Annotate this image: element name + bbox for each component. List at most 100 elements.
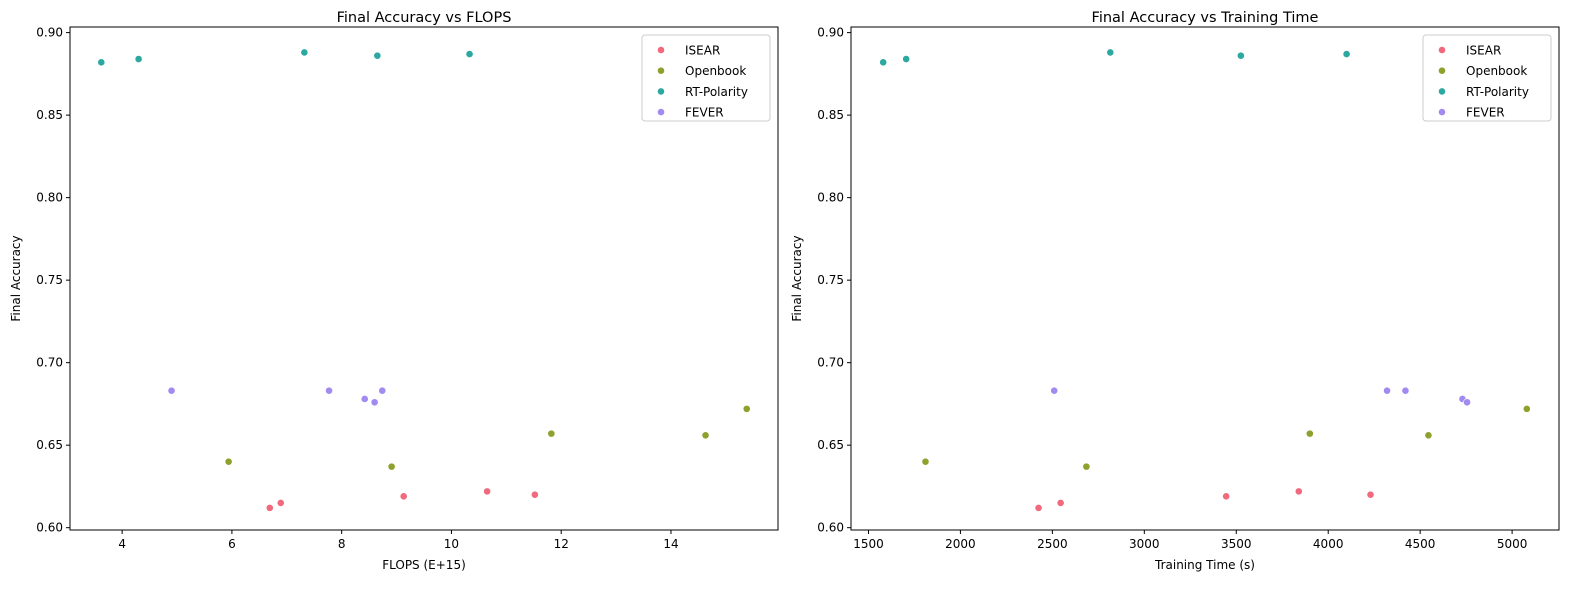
data-point	[1424, 431, 1433, 440]
legend-marker	[657, 87, 665, 96]
legend-marker	[657, 108, 665, 116]
y-tick-label: 0.70	[817, 356, 844, 370]
y-tick-label: 0.85	[36, 108, 63, 122]
data-point	[530, 490, 539, 499]
data-point	[1222, 492, 1231, 501]
data-point	[1236, 51, 1245, 60]
x-tick-label: 14	[663, 537, 678, 551]
data-point	[399, 492, 408, 501]
y-axis-label: Final Accuracy	[790, 235, 804, 321]
series-rt-polarity	[97, 48, 474, 67]
data-point	[1366, 490, 1375, 499]
legend-marker	[1438, 66, 1446, 75]
legend-marker	[657, 66, 665, 75]
chart-accuracy-vs-training-time: Final Accuracy vs Training Time Training…	[790, 10, 1560, 572]
y-tick-label: 0.75	[817, 273, 844, 287]
y-tick-label: 0.60	[36, 521, 63, 535]
data-point	[224, 457, 233, 466]
data-point	[483, 487, 492, 496]
data-point	[879, 58, 888, 67]
legend-marker	[657, 46, 665, 54]
x-axis-label: FLOPS (E+15)	[382, 558, 466, 572]
data-point	[373, 51, 382, 60]
y-tick-label: 0.65	[817, 438, 844, 452]
data-point	[387, 462, 396, 471]
plot-area-frame	[69, 26, 779, 531]
y-tick-label: 0.90	[817, 26, 844, 40]
data-point	[921, 457, 930, 466]
data-point	[97, 58, 106, 67]
data-point	[1050, 386, 1059, 395]
series-fever	[1050, 386, 1471, 407]
data-point	[1383, 386, 1391, 395]
legend-label: ISEAR	[685, 44, 720, 58]
data-point	[1342, 50, 1351, 58]
legend-marker	[1438, 46, 1446, 54]
series-fever	[167, 386, 387, 407]
chart-title: Final Accuracy vs Training Time	[1092, 10, 1319, 26]
legend-frame	[641, 34, 771, 122]
x-tick-label: 4500	[1405, 537, 1436, 551]
x-tick-label: 6	[228, 537, 236, 551]
y-tick-label: 0.65	[36, 438, 63, 452]
y-tick-label: 0.80	[36, 191, 63, 205]
x-tick-label: 2000	[945, 537, 976, 551]
legend-label: ISEAR	[1466, 44, 1501, 58]
data-point	[300, 48, 309, 57]
data-point	[1034, 503, 1043, 512]
x-tick-label: 3500	[1221, 537, 1252, 551]
data-point	[1401, 386, 1410, 395]
data-point	[1522, 404, 1531, 413]
y-axis-label: Final Accuracy	[9, 235, 23, 321]
y-tick-label: 0.60	[817, 521, 844, 535]
legend-label: FEVER	[1466, 106, 1505, 120]
legend: ISEAR Openbook RT-Polarity FEVER	[641, 34, 771, 122]
data-point	[265, 503, 274, 512]
x-tick-label: 10	[444, 537, 459, 551]
data-point	[1305, 429, 1314, 438]
data-point	[360, 395, 369, 403]
series-rt-polarity	[879, 48, 1351, 67]
data-point	[378, 386, 387, 395]
data-point	[370, 398, 379, 407]
x-tick-label: 1500	[853, 537, 884, 551]
x-tick-label: 4000	[1313, 537, 1344, 551]
legend-marker	[1438, 108, 1446, 116]
data-point	[1294, 487, 1303, 496]
series-isear	[1034, 487, 1375, 512]
y-tick-label: 0.75	[36, 273, 63, 287]
data-point	[325, 386, 333, 395]
series-openbook	[224, 404, 751, 471]
legend-label: FEVER	[685, 106, 724, 120]
data-point	[1463, 398, 1471, 407]
data-point	[902, 55, 911, 63]
chart-title: Final Accuracy vs FLOPS	[337, 10, 512, 26]
legend: ISEAR Openbook RT-Polarity FEVER	[1422, 34, 1552, 122]
legend-label: Openbook	[1466, 64, 1527, 78]
y-tick-label: 0.90	[36, 26, 63, 40]
data-point	[1056, 499, 1065, 507]
x-tick-label: 2500	[1037, 537, 1068, 551]
x-axis-label: Training Time (s)	[1154, 558, 1255, 572]
chart-accuracy-vs-flops: Final Accuracy vs FLOPS FLOPS (E+15) Fin…	[9, 10, 779, 572]
data-point	[276, 499, 285, 507]
y-tick-label: 0.80	[817, 191, 844, 205]
data-point	[167, 386, 176, 395]
x-tick-label: 3000	[1129, 537, 1160, 551]
data-point	[1106, 48, 1115, 57]
data-point	[547, 429, 556, 438]
data-point	[701, 431, 710, 440]
x-tick-label: 4	[118, 537, 126, 551]
plot-area-frame	[850, 26, 1560, 531]
legend-frame	[1422, 34, 1552, 122]
data-point	[465, 50, 474, 58]
legend-marker	[1438, 87, 1446, 96]
data-point	[1082, 462, 1091, 471]
y-tick-label: 0.85	[817, 108, 844, 122]
x-tick-label: 5000	[1497, 537, 1528, 551]
legend-label: Openbook	[685, 64, 746, 78]
x-tick-label: 12	[554, 537, 569, 551]
y-tick-label: 0.70	[36, 356, 63, 370]
